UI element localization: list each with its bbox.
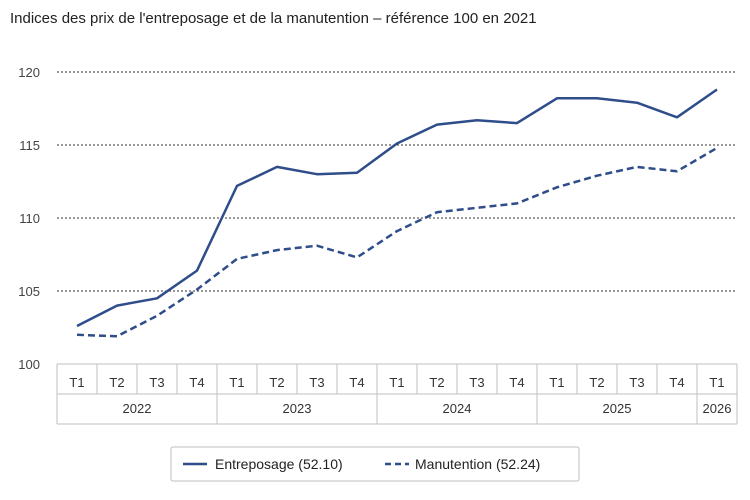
gridlines xyxy=(57,71,737,292)
y-tick-label: 120 xyxy=(18,65,40,80)
year-label: 2023 xyxy=(283,401,312,416)
y-tick-label: 110 xyxy=(19,211,40,226)
series-line-manutention xyxy=(76,146,718,338)
y-tick-label: 115 xyxy=(19,138,40,153)
legend: Entreposage (52.10) Manutention (52.24) xyxy=(170,446,580,482)
year-label: 2022 xyxy=(123,401,152,416)
legend-label: Manutention (52.24) xyxy=(415,456,540,472)
x-tick-label: T4 xyxy=(669,375,684,390)
x-tick-label: T3 xyxy=(629,375,644,390)
year-label: 2025 xyxy=(603,401,632,416)
x-tick-label: T1 xyxy=(69,375,84,390)
year-label: 2024 xyxy=(443,401,472,416)
x-tick-label: T2 xyxy=(109,375,124,390)
x-tick-label: T1 xyxy=(389,375,404,390)
x-tick-label: T4 xyxy=(349,375,364,390)
x-tick-label: T4 xyxy=(189,375,204,390)
series-lines xyxy=(76,88,718,338)
x-tick-label: T1 xyxy=(229,375,244,390)
x-tick-label: T3 xyxy=(149,375,164,390)
chart-title: Indices des prix de l'entreposage et de … xyxy=(10,10,537,27)
series-line-entreposage xyxy=(76,88,718,328)
x-tick-label: T1 xyxy=(709,375,724,390)
legend-box xyxy=(170,446,580,482)
legend-label: Entreposage (52.10) xyxy=(215,456,343,472)
x-tick-label: T1 xyxy=(549,375,564,390)
year-label: 2026 xyxy=(703,401,732,416)
x-tick-label: T2 xyxy=(429,375,444,390)
x-tick-label: T3 xyxy=(309,375,324,390)
x-tick-label: T2 xyxy=(589,375,604,390)
x-tick-label: T2 xyxy=(269,375,284,390)
x-tick-label: T3 xyxy=(469,375,484,390)
y-axis-ticks: 100 105 110 115 120 xyxy=(18,65,40,372)
y-tick-label: 100 xyxy=(18,357,40,372)
x-tick-label: T4 xyxy=(509,375,524,390)
y-tick-label: 105 xyxy=(18,284,40,299)
x-axis: T1 T2 T3 T4 T1 T2 T3 T4 T1 T2 T3 T4 T1 T2 T3 T4 T1 2022 20… xyxy=(56,363,738,425)
